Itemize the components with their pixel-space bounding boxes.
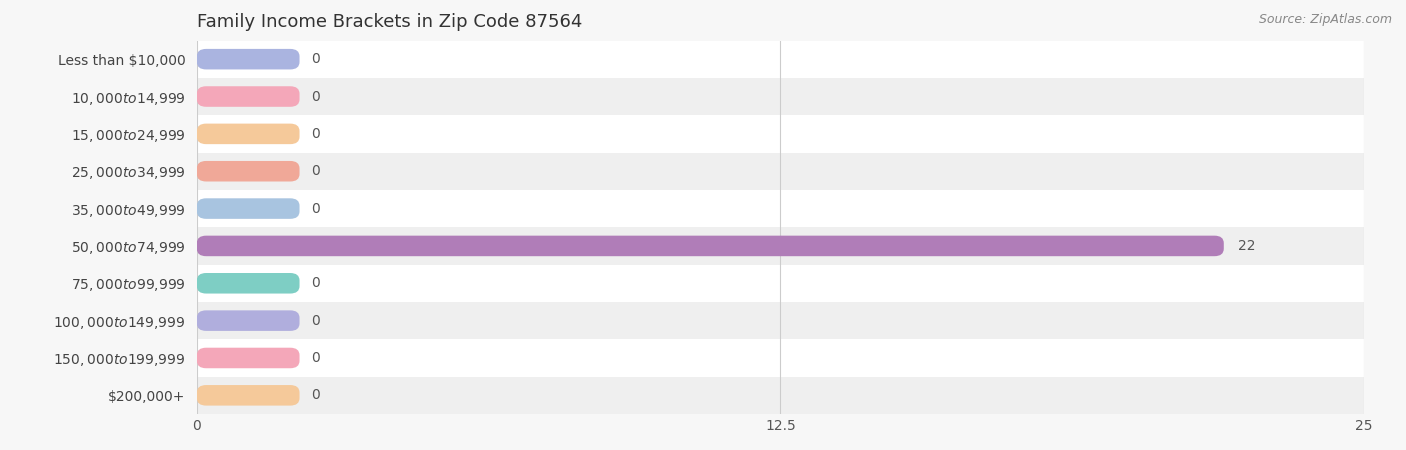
Bar	[197, 40, 1364, 78]
Text: 0: 0	[311, 351, 321, 365]
Bar	[197, 377, 1364, 414]
Text: 22: 22	[1237, 239, 1256, 253]
FancyBboxPatch shape	[197, 124, 299, 144]
Bar	[197, 115, 1364, 153]
FancyBboxPatch shape	[197, 310, 299, 331]
FancyBboxPatch shape	[197, 273, 299, 293]
Bar	[197, 190, 1364, 227]
Text: 0: 0	[311, 164, 321, 178]
FancyBboxPatch shape	[197, 198, 299, 219]
Text: 0: 0	[311, 202, 321, 216]
Bar	[197, 265, 1364, 302]
FancyBboxPatch shape	[197, 49, 299, 69]
Bar	[197, 78, 1364, 115]
Text: 0: 0	[311, 127, 321, 141]
Text: Source: ZipAtlas.com: Source: ZipAtlas.com	[1258, 14, 1392, 27]
Text: 0: 0	[311, 314, 321, 328]
Text: 0: 0	[311, 52, 321, 66]
Bar	[197, 339, 1364, 377]
FancyBboxPatch shape	[197, 86, 299, 107]
Bar	[197, 153, 1364, 190]
FancyBboxPatch shape	[197, 161, 299, 181]
FancyBboxPatch shape	[197, 348, 299, 368]
Bar	[197, 302, 1364, 339]
FancyBboxPatch shape	[197, 236, 1223, 256]
Text: 0: 0	[311, 388, 321, 402]
Text: Family Income Brackets in Zip Code 87564: Family Income Brackets in Zip Code 87564	[197, 13, 582, 31]
Bar	[197, 227, 1364, 265]
FancyBboxPatch shape	[197, 385, 299, 405]
Text: 0: 0	[311, 90, 321, 104]
Text: 0: 0	[311, 276, 321, 290]
